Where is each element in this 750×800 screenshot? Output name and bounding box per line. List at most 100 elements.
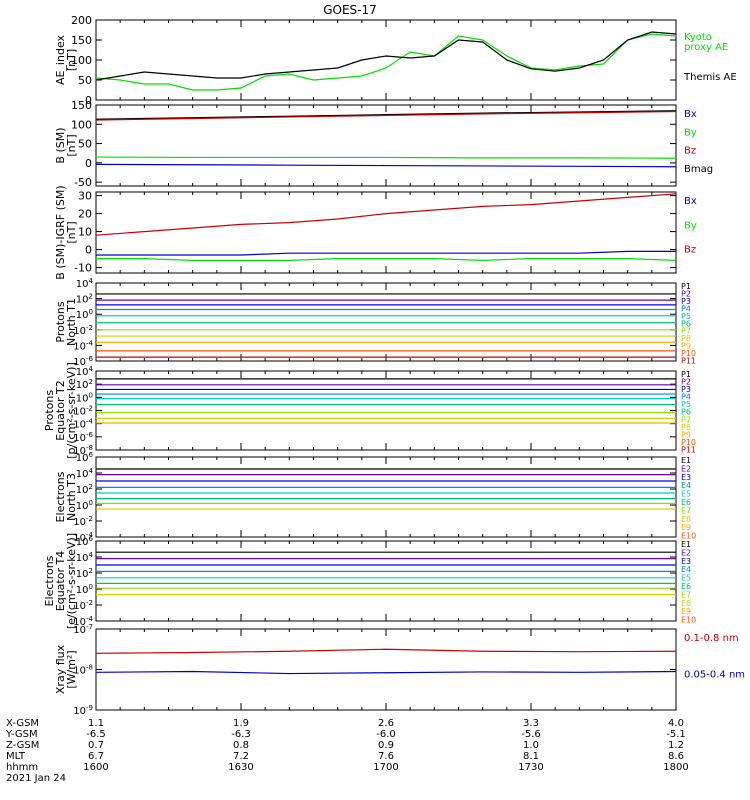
- x-axis-value: -6.3: [231, 729, 251, 740]
- y-axis-label: B (SM): [54, 127, 67, 163]
- x-axis-value: 1.2: [668, 740, 684, 751]
- legend-entry: P4: [681, 393, 691, 402]
- legend-entry: E9: [681, 607, 691, 616]
- panel-frame: [95, 628, 677, 711]
- y-axis-label: [W/m²]: [65, 650, 78, 688]
- x-axis-value: -6.5: [86, 729, 106, 740]
- legend-entry: P2: [681, 378, 691, 387]
- y-tick-label: 106: [76, 535, 94, 548]
- legend-entry: P7: [681, 415, 691, 424]
- y-axis-label: AE_index: [54, 34, 67, 85]
- y-tick-label: 100: [71, 54, 92, 67]
- legend-entry: E6: [681, 582, 691, 591]
- y-tick-label: 100: [76, 308, 93, 321]
- panel-bigrf: -10 0 10 20 30 B (SM)-IGRF (SM)[nT] Bx By Bz: [54, 185, 697, 279]
- legend-entry: P6: [681, 319, 691, 328]
- x-axis-row-label: Z-GSM: [6, 740, 39, 751]
- series-line: [95, 648, 677, 654]
- y-axis-label: Xray flux: [54, 644, 67, 694]
- y-tick-label: 104: [76, 365, 94, 378]
- legend-entry: E2: [681, 464, 691, 473]
- legend-entry: P9: [681, 342, 691, 351]
- legend-entry: By: [684, 127, 697, 138]
- legend-entry: Bz: [684, 245, 696, 256]
- series-line: [95, 163, 677, 168]
- legend-entry: P3: [681, 385, 691, 394]
- x-axis-value: 7.6: [378, 751, 394, 762]
- legend-entry: E8: [681, 515, 691, 524]
- y-tick-label: 10-6: [73, 355, 93, 368]
- x-axis-row-label: hhmm: [6, 762, 38, 773]
- x-axis-row-label: MLT: [6, 751, 26, 762]
- y-tick-label: -50: [74, 176, 92, 189]
- y-tick-label: 106: [76, 451, 94, 464]
- legend-entry: Bx: [684, 109, 697, 120]
- panel-frame: [95, 104, 677, 187]
- y-tick-label: 10-8: [73, 444, 93, 457]
- y-tick-label: 10-2: [73, 324, 93, 337]
- x-axis-value: 3.3: [523, 718, 539, 729]
- legend-entry: E8: [681, 599, 691, 608]
- x-axis-value: -6.0: [376, 729, 396, 740]
- y-axis-label: Electrons: [54, 471, 67, 522]
- x-axis-value: 1.9: [233, 718, 249, 729]
- figure-title: GOES-17: [323, 3, 377, 17]
- panel-frame: [95, 540, 677, 622]
- legend-entry: Bz: [684, 146, 696, 157]
- y-tick-label: 10: [78, 226, 92, 239]
- legend-entry: E5: [681, 490, 691, 499]
- panel-frame: [95, 370, 677, 451]
- y-axis-label: Protons: [43, 390, 56, 431]
- y-axis-label: North T1: [65, 298, 78, 346]
- x-axis-value: 0.9: [378, 740, 394, 751]
- y-tick-label: 102: [76, 293, 93, 306]
- y-tick-label: 102: [76, 483, 93, 496]
- y-axis-label: Equator T2: [54, 380, 67, 440]
- y-axis-label: Equator T4: [54, 551, 67, 611]
- legend-entry: Kyoto: [684, 32, 712, 43]
- x-axis-value: 6.7: [88, 751, 104, 762]
- panel-xray: 10-9 10-8 10-7 Xray flux[W/m²] 0.1-0.8 nm 0.0…: [54, 623, 745, 717]
- legend-entry: Themis AE: [683, 72, 737, 83]
- x-axis-value: 1600: [83, 762, 108, 773]
- legend-entry: E5: [681, 574, 691, 583]
- y-tick-label: 0: [85, 244, 92, 257]
- series-line: [95, 110, 677, 121]
- legend-entry: P1: [681, 282, 691, 291]
- legend-entry: proxy AE: [684, 42, 728, 53]
- legend-entry: Bmag: [684, 164, 713, 175]
- legend-entry: P5: [681, 312, 691, 321]
- panel-frame: [95, 282, 677, 362]
- legend-entry: E4: [681, 481, 691, 490]
- y-tick-label: 50: [78, 138, 92, 151]
- date-label: 2021 Jan 24: [6, 773, 66, 784]
- legend-entry: E1: [681, 540, 691, 549]
- legend-entry: E3: [681, 557, 691, 566]
- legend-entry: E10: [681, 616, 696, 625]
- legend-entry: E2: [681, 548, 691, 557]
- x-axis-value: 8.6: [668, 751, 684, 762]
- panel-frame: [95, 191, 677, 274]
- y-tick-label: 10-4: [73, 418, 93, 431]
- legend-entry: E3: [681, 473, 691, 482]
- y-axis-label: Electrons: [43, 555, 56, 606]
- y-axis-label: [nT]: [65, 134, 78, 156]
- x-axis-value: -5.1: [666, 729, 686, 740]
- y-axis-label: Protons: [54, 301, 67, 342]
- y-tick-label: 50: [78, 74, 92, 87]
- y-axis-label: [e/(cm²-s-sr-keV)]: [65, 533, 78, 629]
- legend-entry: P4: [681, 304, 691, 313]
- y-tick-label: 150: [71, 34, 92, 47]
- y-tick-label: 10-6: [73, 431, 93, 444]
- y-tick-label: 10-7: [73, 623, 93, 636]
- legend-entry: P9: [681, 430, 691, 439]
- y-axis-label: North T3: [65, 473, 78, 521]
- legend-entry: P11: [681, 445, 696, 454]
- x-axis-value: 2.6: [378, 718, 394, 729]
- x-axis-value: 1730: [518, 762, 543, 773]
- series-line: [96, 258, 677, 262]
